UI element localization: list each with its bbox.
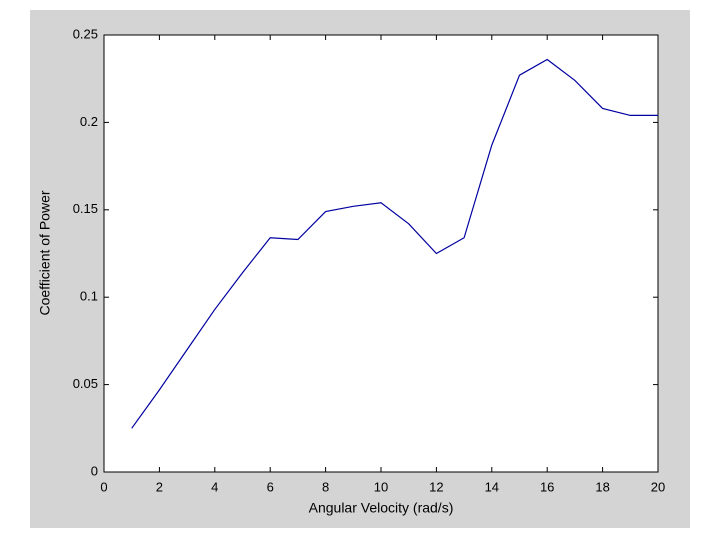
y-axis-label: Coefficient of Power (37, 190, 53, 315)
x-tick-label: 16 (540, 479, 554, 494)
plot-area (103, 34, 659, 473)
y-tick-label: 0 (91, 463, 98, 478)
x-tick-label: 20 (651, 479, 665, 494)
x-tick-label: 14 (485, 479, 499, 494)
y-tick-label: 0.1 (80, 289, 98, 304)
x-tick-label: 4 (211, 479, 218, 494)
x-axis-label: Angular Velocity (rad/s) (309, 500, 454, 516)
x-tick-label: 10 (374, 479, 388, 494)
x-tick-label: 2 (156, 479, 163, 494)
data-line (131, 58, 658, 429)
y-tick-label: 0.2 (80, 114, 98, 129)
x-tick-label: 18 (595, 479, 609, 494)
y-tick-label: 0.05 (73, 376, 98, 391)
x-tick-label: 0 (100, 479, 107, 494)
x-tick-label: 8 (322, 479, 329, 494)
x-tick-label: 6 (267, 479, 274, 494)
y-tick-label: 0.15 (73, 201, 98, 216)
y-tick-label: 0.25 (73, 26, 98, 41)
x-tick-label: 12 (429, 479, 443, 494)
